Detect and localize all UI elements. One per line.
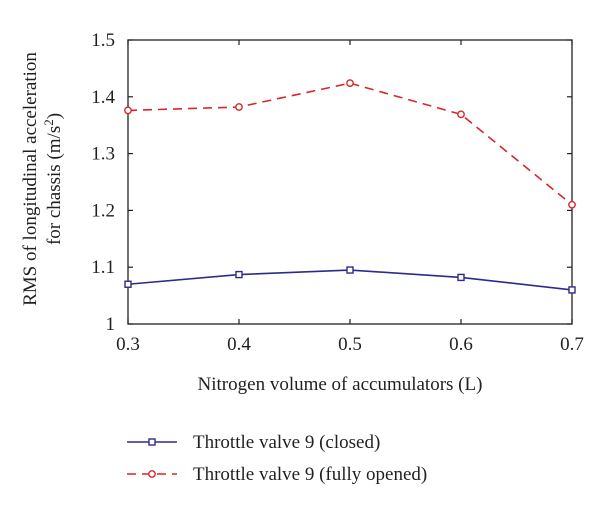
x-tick-label: 0.7 [560,334,584,355]
data-point [568,200,576,209]
legend-label: Throttle valve 9 (fully opened) [193,464,427,485]
y-tick-label: 1 [106,314,116,335]
y-tick-label: 1.4 [91,87,115,108]
legend-item: Throttle valve 9 (fully opened) [127,464,427,485]
x-tick-label: 0.4 [227,334,251,355]
x-tick-label: 0.3 [116,334,140,355]
legend-item: Throttle valve 9 (closed) [127,432,380,453]
y-axis-title-line1: RMS of longitudinal acceleration [20,52,41,306]
axis-ticks: 0.3 0.4 0.5 0.6 0.7 1 1.1 1.2 1.3 1.4 1.5 [91,30,584,355]
legend: Throttle valve 9 (closed) Throttle valve … [127,432,427,485]
data-point [235,270,243,279]
x-tick-label: 0.5 [338,334,362,355]
series-layer [124,79,576,294]
y-axis-title-unit-superscript: 2 [41,119,56,126]
data-point [346,266,354,274]
series-fully-opened [124,79,576,209]
data-point [568,286,576,294]
series-closed [124,266,576,294]
data-point [124,280,132,288]
data-point [346,79,354,88]
y-tick-label: 1.5 [91,30,115,51]
y-axis-title-line2: for chassis (m/s2) [41,113,66,245]
y-axis-title-line2-prefix: for chassis (m/s [44,126,65,245]
data-point [124,106,132,115]
data-point [457,110,465,119]
y-axis-title-line2-suffix: ) [44,113,65,119]
y-tick-label: 1.2 [91,200,115,221]
data-point [235,103,243,111]
y-tick-label: 1.3 [91,144,115,165]
legend-label: Throttle valve 9 (closed) [193,432,380,453]
legend-marker [148,470,156,478]
y-axis-title: RMS of longitudinal acceleration for cha… [20,52,65,306]
data-point [457,273,465,282]
x-tick-label: 0.6 [449,334,473,355]
x-axis-title: Nitrogen volume of accumulators (L) [198,374,483,395]
legend-marker [148,438,156,446]
y-tick-label: 1.1 [91,257,115,278]
